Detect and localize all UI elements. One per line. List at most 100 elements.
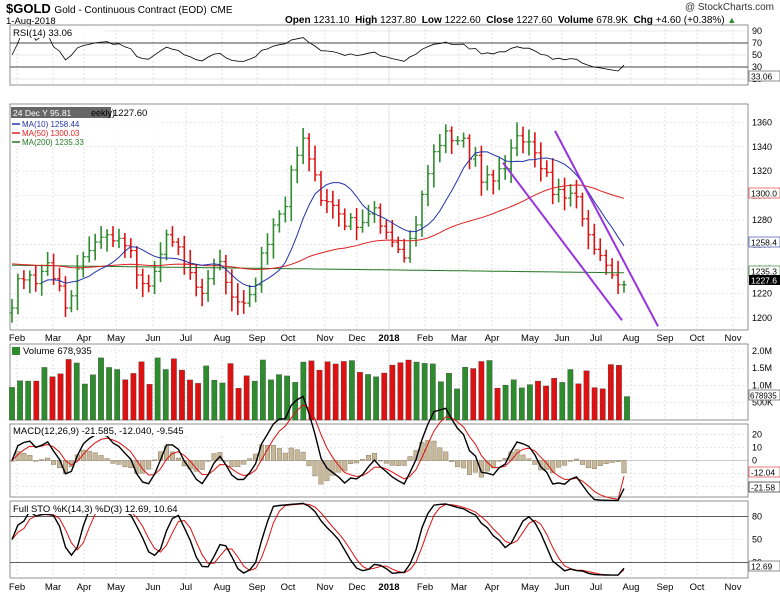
rsi-legend-bg <box>11 27 103 38</box>
month-label-bottom-3: May <box>107 582 125 593</box>
month-label-bottom-10: Dec <box>349 582 366 593</box>
symbol: $GOLD <box>6 1 51 16</box>
sto-legend: Full STO %K(14,3) %D(3) 12.69, 10.64 <box>11 503 206 515</box>
month-label-bottom-20: Oct <box>690 582 705 593</box>
month-label-top-11: 2018 <box>378 333 399 344</box>
macd-histogram-bar-45 <box>276 448 282 461</box>
macd-histogram-bar-67 <box>407 456 413 461</box>
volume-legend-label: Volume 678,935 <box>23 346 92 357</box>
volume-swatch <box>12 347 20 355</box>
volume-label: Volume <box>558 15 594 26</box>
volume-bar-56 <box>462 366 469 421</box>
volume-bar-71 <box>583 370 590 421</box>
price-series <box>9 122 630 421</box>
macd-label: MACD(12,26,9) -21.585, -12.040, -9.545 <box>13 426 184 437</box>
sto-label: Full STO %K(14,3) %D(3) 12.69, 10.64 <box>13 504 178 515</box>
sto-legend-bg <box>11 503 206 514</box>
volume-bar-49 <box>405 359 412 421</box>
volume-tick-3: 500K <box>752 398 773 408</box>
macd-tick-0: 20 <box>752 429 762 439</box>
volume-bar-73 <box>599 388 606 421</box>
volume-bar-59 <box>486 360 493 421</box>
macd-histogram-bar-98 <box>591 460 597 469</box>
volume-bar-39 <box>324 361 331 421</box>
volume-bar-38 <box>316 369 323 421</box>
macd-histogram-bar-36 <box>223 460 229 462</box>
chg-value: +4.60 (+0.38%) <box>655 15 725 26</box>
macd-tick-1: 10 <box>752 442 762 452</box>
volume-bar-27 <box>227 363 234 421</box>
exchange: CME <box>210 5 233 16</box>
ma10-tag-text: 1258.4 <box>751 238 777 248</box>
macd-histogram-bar-2 <box>21 453 27 461</box>
volume-bar-11 <box>98 357 104 421</box>
macd-histogram-bar-95 <box>573 458 579 461</box>
sto-tick-0: 80 <box>752 511 762 521</box>
macd-histogram-bar-72 <box>437 447 443 461</box>
volume-bar-66 <box>543 385 549 421</box>
ma200-line <box>12 264 625 274</box>
month-label-bottom-14: Apr <box>485 582 500 593</box>
watermark: @ StockCharts.com <box>684 2 774 13</box>
month-label-top-6: Aug <box>214 333 231 344</box>
month-label-top-4: Jun <box>145 333 160 344</box>
sto-value-tag-text: 12.69 <box>751 562 773 572</box>
open-value: 1231.10 <box>313 15 350 26</box>
volume-bar-32 <box>268 379 274 421</box>
macd-histogram-bar-62 <box>377 460 383 462</box>
signal-tag <box>748 466 780 478</box>
volume-bar-52 <box>429 363 436 421</box>
ohlc-readout: Open 1231.10 High 1237.80 Low 1222.60 Cl… <box>285 15 736 26</box>
channel-upper-line <box>554 130 659 327</box>
volume-bar-6 <box>57 373 64 421</box>
macd-histogram-bar-14 <box>92 452 98 461</box>
month-label-top-5: Jul <box>180 333 192 344</box>
macd-histogram-bar-86 <box>520 454 526 461</box>
rsi-value-tag-text: 33.06 <box>751 72 773 82</box>
instrument-name: Gold - Continuous Contract (EOD) <box>54 5 207 16</box>
month-label-bottom-1: Mar <box>45 582 61 593</box>
month-label-top-8: Oct <box>281 333 296 344</box>
macd-histogram-bar-53 <box>324 460 330 481</box>
macd-histogram-bar-65 <box>395 460 401 466</box>
macd-histogram-bar-99 <box>597 460 603 466</box>
macd-histogram-bar-94 <box>568 460 574 462</box>
macd-histogram-bar-63 <box>383 460 389 464</box>
macd-histogram-bar-59 <box>360 459 366 461</box>
macd-histogram-bar-28 <box>175 457 181 461</box>
month-label-top-13: Mar <box>451 333 467 344</box>
ma200-tag-text: 1235.3 <box>751 267 777 277</box>
macd-histogram-bar-76 <box>461 460 467 469</box>
header-date: 1-Aug-2018 <box>6 16 56 27</box>
close-tag-text: 1227.6 <box>751 276 777 286</box>
month-label-top-15: May <box>521 333 539 344</box>
macd-tag-text: -21.58 <box>751 483 775 493</box>
macd-histogram-bar-46 <box>282 452 288 461</box>
volume-bar-7 <box>65 359 72 421</box>
macd-signal-line <box>11 404 625 500</box>
panel-volume-frame <box>9 343 749 421</box>
macd-histogram-bar-22 <box>140 460 146 474</box>
month-label-bottom-5: Jul <box>180 582 192 593</box>
volume-bar-61 <box>502 384 509 421</box>
macd-histogram-bar-47 <box>288 447 294 461</box>
volume-tick-2: 1.0M <box>752 380 772 390</box>
volume-bar-70 <box>575 383 582 421</box>
tooltip-text: 24 Dec Y 95.81 <box>13 108 72 118</box>
macd-tag <box>748 481 780 493</box>
macd-histogram-bar-19 <box>122 460 128 468</box>
rsi-tick-1: 70 <box>752 38 762 48</box>
month-label-bottom-11: 2018 <box>378 582 399 593</box>
tooltip-bg <box>11 107 111 118</box>
price-tick-7: 1220 <box>752 288 772 298</box>
macd-histogram-bar-13 <box>86 450 92 461</box>
month-label-bottom-13: Mar <box>451 582 467 593</box>
high-label: High <box>355 15 378 26</box>
macd-histogram-bar-52 <box>318 460 324 485</box>
volume-legend: Volume 678,935 <box>11 345 97 357</box>
ma50-tag <box>748 187 780 199</box>
volume-bar-58 <box>478 361 485 421</box>
month-label-bottom-8: Oct <box>281 582 296 593</box>
macd-histogram-bar-58 <box>354 460 360 464</box>
month-label-top-1: Mar <box>45 333 61 344</box>
